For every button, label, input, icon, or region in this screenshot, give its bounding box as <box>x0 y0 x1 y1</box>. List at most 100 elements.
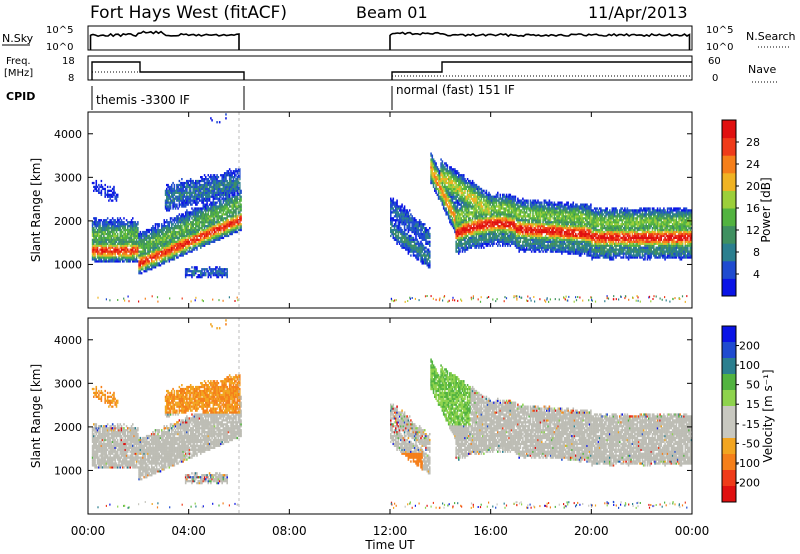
power-cell <box>236 185 239 189</box>
power-cell <box>435 181 437 185</box>
power-cell <box>478 242 480 245</box>
power-cell <box>162 262 164 265</box>
power-cell <box>189 225 192 228</box>
power-cell <box>206 191 208 194</box>
power-cell <box>450 189 452 192</box>
power-cell <box>211 179 213 183</box>
power-cell <box>168 197 171 200</box>
power-cell <box>213 191 216 194</box>
power-cell <box>143 256 145 259</box>
power-cell <box>155 242 158 245</box>
power-cell <box>223 203 226 206</box>
power-cell <box>208 179 211 183</box>
power-cell <box>405 223 407 226</box>
power-cell <box>192 223 194 226</box>
power-cell <box>461 221 464 224</box>
power-cell <box>192 232 194 236</box>
power-cell <box>234 203 236 206</box>
power-cell <box>403 217 406 220</box>
power-cell <box>103 244 105 247</box>
power-cell <box>444 179 446 183</box>
power-cell <box>167 246 169 249</box>
power-cell <box>425 242 427 245</box>
power-cell <box>470 189 473 192</box>
power-cell <box>452 174 455 177</box>
power-cell <box>211 230 213 234</box>
power-cell <box>240 203 242 206</box>
power-cell <box>116 232 119 236</box>
power-cell <box>460 217 463 220</box>
power-cell <box>196 211 198 214</box>
power-cell <box>459 195 461 198</box>
power-cell <box>129 240 132 243</box>
power-cell <box>113 244 115 247</box>
power-cell <box>228 205 231 208</box>
power-cell <box>203 187 206 191</box>
power-cell <box>179 197 182 200</box>
power-cell <box>413 250 416 253</box>
power-cell <box>191 276 193 279</box>
power-cell <box>202 207 205 210</box>
power-cell <box>104 183 106 187</box>
power-cell <box>167 236 169 240</box>
power-cell <box>196 232 198 236</box>
power-cell <box>195 270 197 273</box>
power-cell <box>234 183 236 187</box>
power-cell <box>200 217 202 220</box>
power-cell <box>169 250 172 253</box>
power-cell <box>444 199 446 202</box>
power-cell <box>181 195 183 198</box>
power-cell <box>488 217 490 220</box>
power-cell <box>113 256 115 259</box>
power-cell <box>96 242 99 245</box>
power-cell <box>217 189 220 192</box>
power-cell <box>429 234 431 238</box>
power-cell <box>420 244 422 247</box>
power-cell <box>435 191 437 194</box>
power-cell <box>234 185 236 189</box>
power-cell <box>478 246 480 249</box>
power-cell <box>458 236 460 240</box>
power-cell <box>109 242 111 245</box>
power-cell <box>493 236 495 240</box>
power-cell <box>94 248 96 251</box>
power-cell <box>222 223 225 226</box>
power-cell <box>395 213 397 216</box>
power-cell <box>168 195 171 198</box>
power-cell <box>221 174 223 177</box>
power-cell <box>417 248 420 251</box>
power-cell <box>193 195 196 198</box>
power-cell <box>130 248 133 251</box>
power-cell <box>177 217 179 220</box>
power-cell <box>485 240 488 243</box>
power-cell <box>192 195 194 198</box>
power-cell <box>218 238 221 241</box>
power-cell <box>113 258 115 261</box>
power-cell <box>480 189 483 192</box>
power-cell <box>431 164 434 167</box>
power-cell <box>137 230 139 234</box>
power-cell <box>148 262 150 265</box>
power-cell <box>442 203 445 206</box>
power-cell <box>403 246 406 249</box>
power-cell <box>206 268 208 271</box>
power-cell <box>179 191 182 194</box>
power-cell <box>390 209 392 212</box>
power-cell <box>226 232 228 236</box>
power-cell <box>174 234 177 238</box>
power-cell <box>178 227 181 230</box>
power-cell <box>210 223 212 226</box>
power-cell <box>161 242 163 245</box>
power-cell <box>476 211 479 214</box>
power-cell <box>109 256 111 259</box>
power-cell <box>177 238 179 241</box>
power-cell <box>123 238 125 241</box>
power-cell <box>152 227 154 230</box>
power-cell <box>432 174 435 177</box>
power-cell <box>176 221 178 224</box>
power-cell <box>458 187 460 191</box>
power-cell <box>152 242 154 245</box>
power-cell <box>473 221 475 224</box>
power-cell <box>401 217 403 220</box>
power-cell <box>116 227 119 230</box>
